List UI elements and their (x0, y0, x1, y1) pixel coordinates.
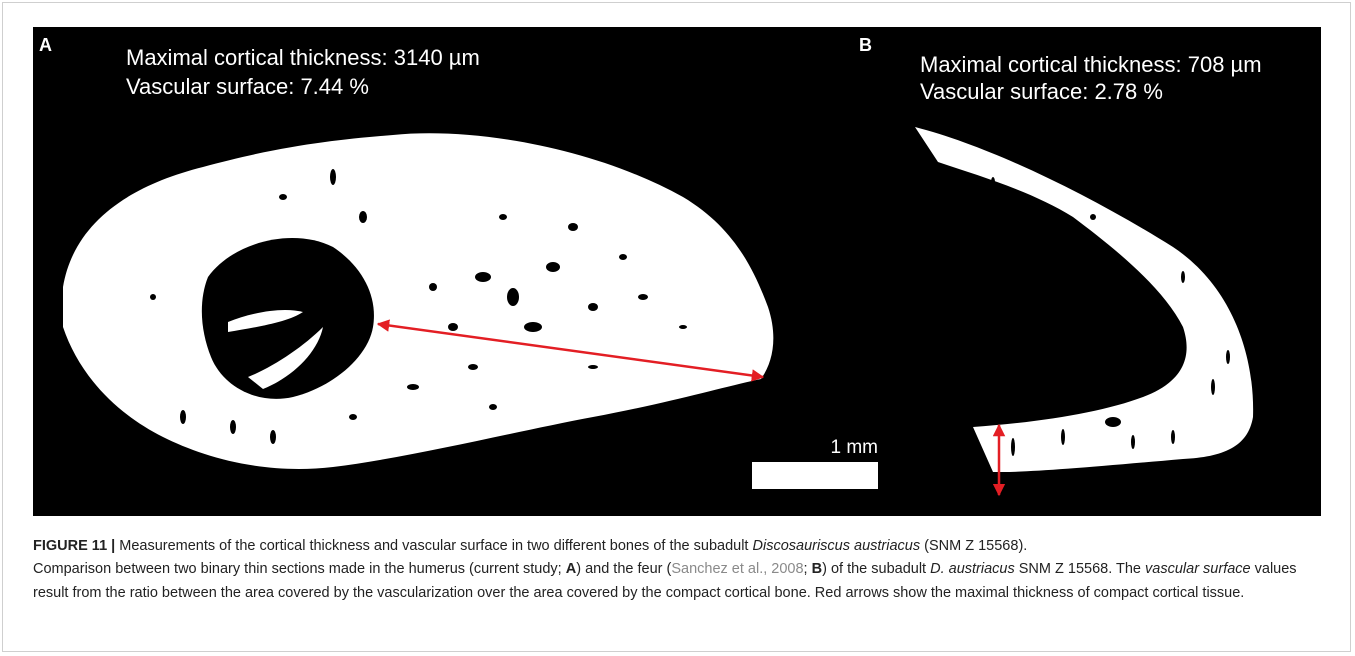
thickness-label: Maximal cortical thickness: 3140 µm (126, 45, 480, 70)
vascular-label: Vascular surface: 7.44 % (126, 74, 369, 99)
caption-term: vascular surface (1145, 561, 1251, 577)
caption-taxon: Discosauriscus austriacus (753, 538, 921, 554)
scale-bar (752, 462, 878, 489)
caption-text: ) of the subadult (822, 561, 930, 577)
caption-text: Measurements of the cortical thickness a… (119, 538, 752, 554)
caption-text: ) and the feur ( (576, 561, 671, 577)
caption-taxon: D. austriacus (930, 561, 1015, 577)
figure-caption: FIGURE 11 | Measurements of the cortical… (33, 535, 1328, 605)
caption-text: ; (804, 561, 812, 577)
caption-text: Comparison between two binary thin secti… (33, 561, 566, 577)
caption-text: SNM Z 15568. The (1015, 561, 1145, 577)
caption-text: (SNM Z 15568). (920, 538, 1027, 554)
thickness-label: Maximal cortical thickness: 708 µm (920, 52, 1262, 77)
figure-image: 1 mm A Maximal cortical thickness: 3140 … (33, 27, 1321, 516)
vascular-label: Vascular surface: 2.78 % (920, 79, 1163, 104)
caption-figure-number: FIGURE 11 | (33, 538, 119, 554)
caption-panel-ref: B (812, 561, 822, 577)
caption-panel-ref: A (566, 561, 576, 577)
scale-label: 1 mm (831, 437, 879, 458)
panel-label: B (859, 35, 872, 55)
page: 1 mm A Maximal cortical thickness: 3140 … (0, 0, 1355, 656)
panel-label: A (39, 35, 52, 55)
caption-citation[interactable]: Sanchez et al., 2008 (671, 561, 803, 577)
